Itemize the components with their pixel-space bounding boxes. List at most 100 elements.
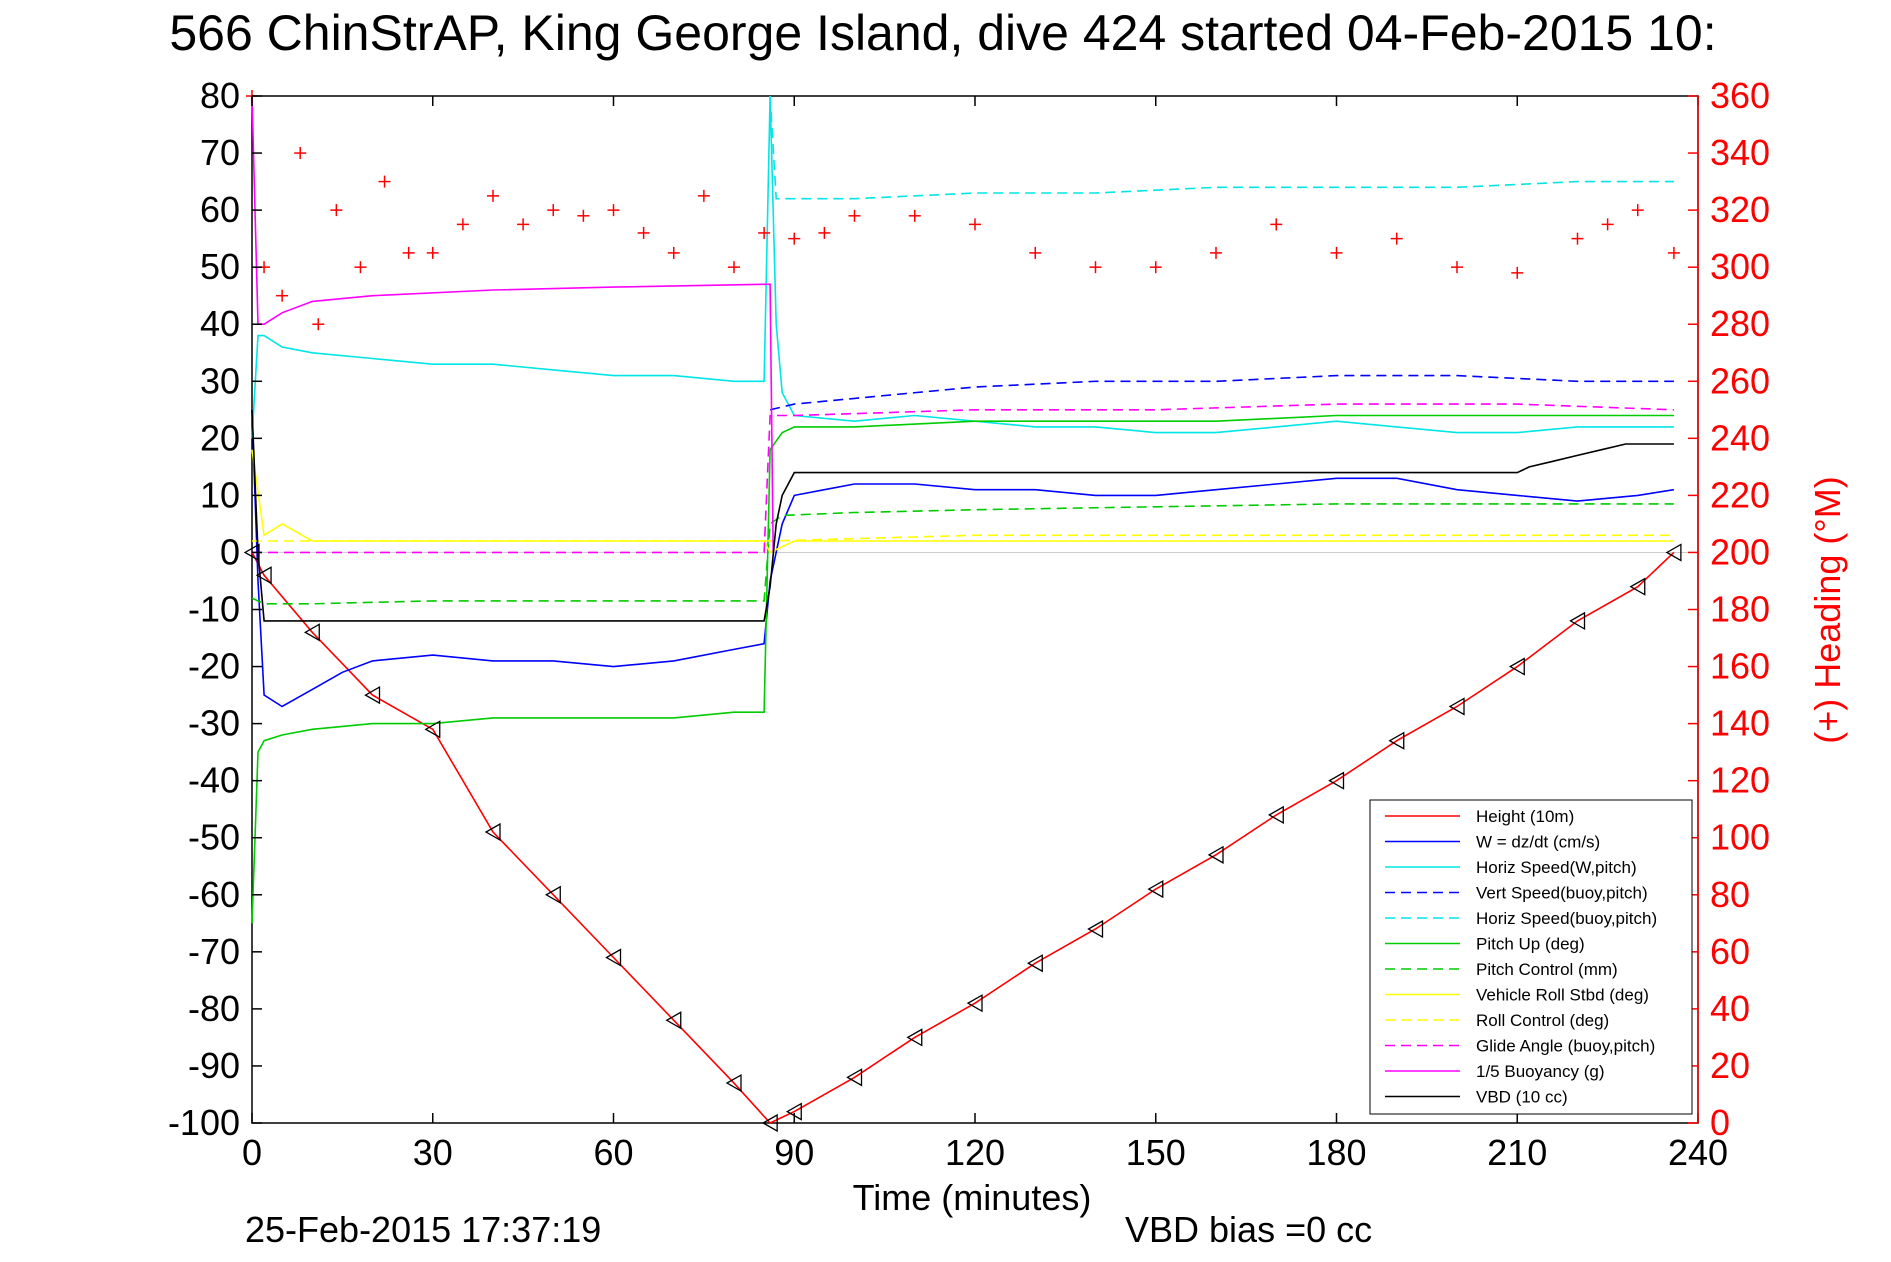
y2-tick-label: 40 bbox=[1710, 988, 1750, 1029]
y2-tick-label: 240 bbox=[1710, 417, 1770, 458]
y-tick-label: 40 bbox=[200, 303, 240, 344]
height-marker bbox=[1569, 611, 1586, 631]
y2-tick-label: 0 bbox=[1710, 1102, 1730, 1143]
legend-label: W = dz/dt (cm/s) bbox=[1476, 833, 1600, 852]
heading-point bbox=[728, 261, 740, 274]
series-line-9 bbox=[252, 403, 1674, 554]
heading-point bbox=[1029, 246, 1042, 259]
chart-title: 566 ChinStrAP, King George Island, dive … bbox=[169, 5, 1716, 61]
legend-entries: Height (10m) W = dz/dt (cm/s) Horiz Speed(… bbox=[1385, 807, 1657, 1107]
y-tick-label: -70 bbox=[188, 931, 240, 972]
series-group bbox=[251, 95, 1675, 1124]
height-marker bbox=[1448, 697, 1465, 716]
y2-tick-label: 20 bbox=[1710, 1045, 1750, 1086]
height-marker bbox=[1508, 657, 1525, 676]
heading-point bbox=[848, 209, 861, 222]
heading-point bbox=[1451, 261, 1463, 274]
heading-point bbox=[402, 246, 415, 259]
y2-tick-label: 220 bbox=[1710, 474, 1770, 515]
heading-point bbox=[1210, 246, 1222, 259]
height-marker bbox=[364, 685, 381, 705]
legend-label: Height (10m) bbox=[1476, 807, 1574, 826]
heading-point bbox=[637, 226, 650, 239]
heading-point bbox=[788, 232, 801, 245]
series-line-7 bbox=[251, 449, 1674, 554]
x-tick-label: 240 bbox=[1668, 1132, 1728, 1173]
heading-point bbox=[547, 204, 560, 217]
y-tick-label: -40 bbox=[188, 760, 240, 801]
heading-point bbox=[312, 318, 325, 331]
x-axis-ticks: 0 30 60 90 120 150 180 210 240 bbox=[242, 96, 1728, 1173]
legend-label: Glide Angle (buoy,pitch) bbox=[1476, 1037, 1655, 1056]
y-tick-label: -80 bbox=[188, 988, 240, 1029]
x-tick-label: 90 bbox=[774, 1132, 814, 1173]
series-line-5 bbox=[251, 414, 1674, 924]
y-tick-label: -90 bbox=[188, 1045, 240, 1086]
height-marker bbox=[544, 885, 561, 904]
y2-tick-label: 200 bbox=[1710, 531, 1770, 572]
height-marker bbox=[761, 1113, 778, 1133]
x-tick-label: 210 bbox=[1487, 1132, 1547, 1173]
heading-point bbox=[818, 226, 831, 239]
height-marker bbox=[665, 1011, 682, 1030]
footer-vbd-note: VBD bias =0 cc bbox=[1125, 1209, 1372, 1250]
heading-point bbox=[456, 218, 469, 231]
legend-label: Roll Control (deg) bbox=[1476, 1011, 1609, 1030]
heading-point bbox=[908, 209, 921, 222]
y2-tick-label: 60 bbox=[1710, 931, 1750, 972]
y-tick-label: 30 bbox=[200, 360, 240, 401]
heading-point bbox=[1667, 246, 1680, 259]
y2-tick-label: 260 bbox=[1710, 360, 1770, 401]
legend-box bbox=[1369, 799, 1693, 1115]
heading-point bbox=[969, 218, 981, 231]
y2-axis-ticks: 3603403203002802602402202001801601401201… bbox=[1688, 75, 1770, 1143]
series-line-2 bbox=[251, 95, 1674, 439]
legend-label: Pitch Control (mm) bbox=[1476, 960, 1618, 979]
heading-point bbox=[1631, 204, 1644, 217]
legend-label: Horiz Speed(buoy,pitch) bbox=[1476, 909, 1657, 928]
height-marker bbox=[1087, 919, 1104, 939]
heading-point bbox=[354, 261, 367, 274]
height-marker bbox=[1328, 771, 1345, 790]
series-line-3 bbox=[769, 374, 1674, 411]
y2-axis-label: (+) Heading (°M) bbox=[1807, 476, 1848, 743]
height-marker bbox=[966, 994, 983, 1013]
series-line-0 bbox=[251, 551, 1675, 1124]
height-marker bbox=[1026, 954, 1043, 973]
y2-tick-label: 340 bbox=[1710, 132, 1770, 173]
heading-point bbox=[276, 289, 289, 302]
y2-tick-label: 360 bbox=[1710, 75, 1770, 116]
x-tick-label: 180 bbox=[1306, 1132, 1366, 1173]
y2-tick-label: 320 bbox=[1710, 189, 1770, 230]
x-tick-label: 120 bbox=[945, 1132, 1005, 1173]
legend: Height (10m) W = dz/dt (cm/s) Horiz Speed(… bbox=[1369, 799, 1693, 1115]
y-tick-label: 80 bbox=[200, 75, 240, 116]
heading-point bbox=[577, 209, 590, 222]
heading-point bbox=[1571, 232, 1584, 245]
x-tick-label: 0 bbox=[242, 1132, 262, 1173]
y2-tick-label: 140 bbox=[1710, 703, 1770, 744]
heading-point bbox=[517, 218, 530, 231]
y-tick-label: -20 bbox=[188, 646, 240, 687]
marker-group bbox=[243, 90, 1682, 1133]
series-line-6 bbox=[251, 503, 1674, 605]
heading-point bbox=[667, 246, 680, 259]
series-line-11 bbox=[251, 409, 1674, 622]
x-tick-label: 60 bbox=[593, 1132, 633, 1173]
heading-point bbox=[1089, 261, 1102, 274]
y2-tick-label: 280 bbox=[1710, 303, 1770, 344]
heading-point bbox=[1390, 232, 1403, 245]
y-tick-label: 10 bbox=[200, 474, 240, 515]
series-line-8 bbox=[252, 534, 1674, 542]
x-tick-label: 30 bbox=[413, 1132, 453, 1173]
y-tick-label: -10 bbox=[188, 589, 240, 630]
height-marker bbox=[725, 1073, 742, 1093]
height-marker bbox=[1207, 845, 1224, 864]
height-marker bbox=[255, 566, 272, 585]
heading-point bbox=[378, 175, 391, 188]
height-marker bbox=[605, 948, 622, 967]
series-line-10 bbox=[251, 95, 774, 553]
heading-point bbox=[487, 189, 499, 202]
height-marker bbox=[1267, 805, 1284, 825]
height-marker bbox=[1629, 577, 1646, 596]
